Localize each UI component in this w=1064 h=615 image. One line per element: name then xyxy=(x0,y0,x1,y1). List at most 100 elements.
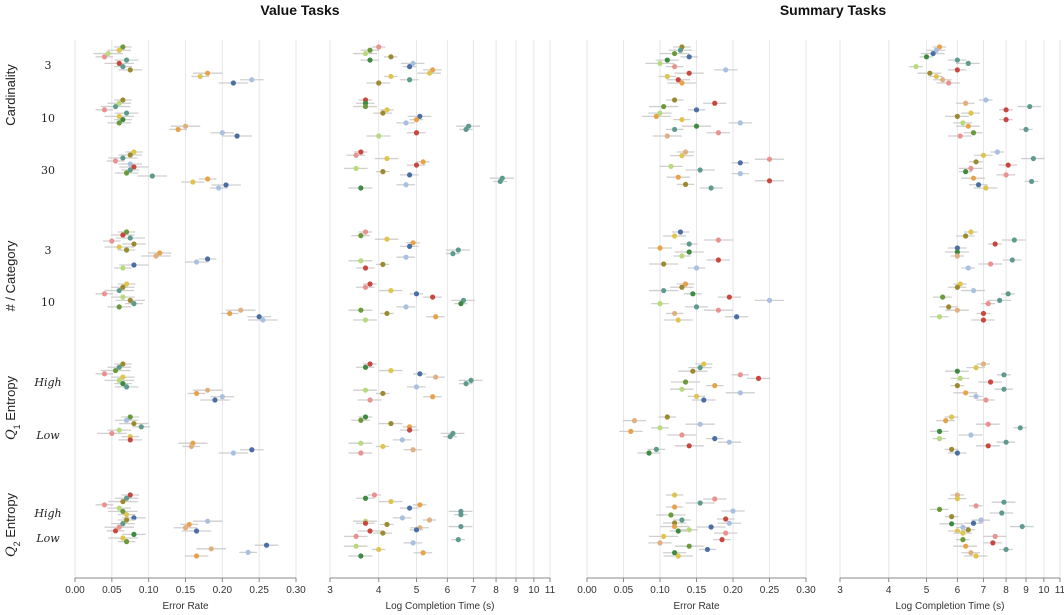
data-point xyxy=(245,549,251,556)
data-point xyxy=(249,447,255,453)
data-point xyxy=(426,517,433,523)
data-point xyxy=(712,383,718,389)
data-point xyxy=(123,57,130,63)
data-point xyxy=(205,176,211,182)
data-point xyxy=(353,152,359,158)
data-point xyxy=(954,307,960,313)
panel-summary-time: 3 4 5 6 7 8 9 10 11 Log Completion Time (s) xyxy=(837,40,1064,612)
data-point xyxy=(737,390,743,396)
row-label: 3 xyxy=(45,244,52,257)
data-point xyxy=(380,169,386,175)
row-label: 3 xyxy=(45,59,52,72)
data-point xyxy=(413,291,420,297)
data-point xyxy=(362,229,369,235)
x-tick-label: 4 xyxy=(886,585,892,596)
data-point xyxy=(664,73,670,80)
data-point xyxy=(193,390,200,397)
data-point xyxy=(1005,291,1011,297)
data-point xyxy=(954,253,960,259)
data-point xyxy=(936,428,943,434)
data-point xyxy=(384,236,390,242)
x-axis-title: Log Completion Time (s) xyxy=(896,601,1005,612)
data-point xyxy=(380,390,386,397)
data-point xyxy=(109,430,115,436)
data-point xyxy=(131,420,137,427)
data-point xyxy=(353,165,359,171)
data-point xyxy=(682,281,689,287)
data-point xyxy=(149,173,155,179)
data-point xyxy=(127,161,133,167)
data-point xyxy=(358,233,364,239)
data-point xyxy=(131,515,137,521)
data-point xyxy=(949,521,955,527)
data-point xyxy=(205,387,211,393)
data-point xyxy=(712,100,718,106)
data-point xyxy=(410,447,416,453)
data-point xyxy=(954,284,960,290)
data-point xyxy=(960,524,966,531)
data-point xyxy=(1001,386,1007,392)
data-point xyxy=(131,301,137,307)
x-tick-label: 4 xyxy=(376,585,382,596)
data-point xyxy=(661,103,667,110)
data-point xyxy=(417,502,423,508)
data-point xyxy=(949,446,955,452)
data-point xyxy=(127,235,133,241)
data-point xyxy=(672,523,678,530)
row-label: High xyxy=(33,376,61,389)
data-point xyxy=(960,120,966,126)
data-point xyxy=(380,261,386,267)
data-point xyxy=(358,553,364,559)
data-point xyxy=(954,496,960,502)
data-point xyxy=(116,244,122,250)
data-point xyxy=(112,103,119,110)
data-point xyxy=(193,528,200,534)
data-point xyxy=(675,553,681,559)
x-tick-label: 5 xyxy=(924,585,930,596)
data-point xyxy=(1028,178,1035,185)
data-point xyxy=(936,506,943,512)
data-point xyxy=(123,512,130,518)
data-point xyxy=(686,443,692,449)
data-point xyxy=(672,233,678,239)
x-tick-label: 0.10 xyxy=(139,585,159,596)
data-point xyxy=(410,240,416,246)
data-point xyxy=(1027,103,1033,110)
data-point xyxy=(358,149,364,155)
row-labels: 3 10 30 3 10 High Low High Low xyxy=(33,59,61,545)
data-point xyxy=(413,527,420,533)
x-tick-label: 0.20 xyxy=(723,585,743,596)
data-point xyxy=(413,117,420,123)
data-point xyxy=(963,169,969,175)
data-point xyxy=(679,517,685,523)
data-point xyxy=(362,50,369,57)
data-point xyxy=(362,364,369,370)
data-point xyxy=(672,97,678,103)
data-point xyxy=(973,553,979,559)
data-point xyxy=(949,514,955,520)
data-point xyxy=(123,170,130,176)
x-tick-label: 10 xyxy=(528,585,540,596)
data-point xyxy=(116,505,122,511)
data-point xyxy=(963,543,969,549)
data-point xyxy=(131,164,137,170)
data-point xyxy=(417,113,423,119)
data-point xyxy=(497,178,503,185)
data-point xyxy=(973,365,979,371)
data-point xyxy=(458,523,464,530)
data-point xyxy=(960,530,966,536)
group-labels: Cardinality # / Category Q1 Entropy Q2 Entr… xyxy=(3,64,22,557)
data-point xyxy=(936,44,943,50)
data-point xyxy=(723,67,729,73)
data-point xyxy=(420,550,426,556)
data-point xyxy=(406,77,413,83)
x-tick-label: 0.00 xyxy=(65,585,85,596)
data-point xyxy=(980,361,987,367)
data-point xyxy=(197,73,203,80)
data-point xyxy=(219,394,225,400)
data-point xyxy=(693,123,700,129)
data-point xyxy=(153,253,159,259)
data-point xyxy=(970,520,977,526)
x-tick-label: 7 xyxy=(471,585,477,596)
